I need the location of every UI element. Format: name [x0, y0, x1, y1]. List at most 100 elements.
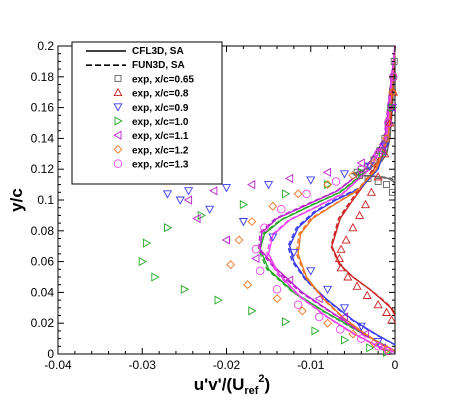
data-point	[272, 285, 282, 294]
data-point	[348, 329, 358, 339]
data-point	[369, 338, 379, 348]
data-point	[373, 342, 383, 351]
legend-label: FUN3D, SA	[132, 60, 185, 71]
x-tick-label: -0.04	[44, 358, 72, 372]
legend-label: exp, x/c=0.65	[132, 74, 194, 85]
data-point	[348, 222, 358, 232]
data-point	[382, 307, 392, 316]
data-point	[180, 284, 190, 294]
data-point	[302, 189, 311, 199]
data-point	[142, 238, 152, 248]
data-point	[339, 170, 350, 179]
data-point	[366, 343, 375, 353]
data-point	[264, 181, 274, 190]
series-line	[330, 45, 396, 315]
data-point	[387, 103, 396, 113]
data-point	[297, 306, 307, 316]
data-point	[378, 149, 388, 159]
data-point	[164, 223, 173, 233]
x-tick-label: -0.03	[129, 358, 157, 372]
legend-marker	[113, 144, 123, 154]
data-point	[234, 235, 244, 245]
data-point	[314, 294, 323, 304]
data-point	[331, 177, 341, 186]
y-tick-label: 0.16	[31, 101, 55, 115]
x-tick-label: -0.02	[213, 358, 241, 372]
y-tick-label: 0.08	[31, 224, 55, 238]
data-point	[281, 317, 291, 327]
legend-label: exp, x/c=1.0	[132, 117, 189, 128]
legend-marker	[114, 74, 122, 82]
legend-label: exp, x/c=1.3	[132, 160, 189, 171]
y-axis-title: y/c	[7, 188, 26, 212]
data-point	[357, 334, 366, 343]
data-point	[293, 189, 303, 199]
legend-label: CFL3D, SA	[132, 46, 184, 57]
data-point	[335, 325, 345, 334]
series-line	[266, 45, 396, 354]
data-point	[281, 189, 291, 199]
x-axis-title-sup: 2	[258, 373, 264, 385]
data-point	[255, 266, 265, 276]
data-point	[314, 312, 324, 322]
data-point	[357, 167, 367, 177]
data-point	[381, 134, 389, 142]
data-point	[356, 158, 365, 168]
data-point	[369, 158, 379, 168]
y-tick-label: 0.12	[31, 162, 55, 176]
y-tick-label: 0.02	[31, 316, 55, 330]
y-tick-label: 0.18	[31, 70, 55, 84]
data-point	[360, 199, 371, 209]
data-point	[360, 329, 370, 339]
data-point	[366, 187, 376, 196]
data-point	[362, 290, 372, 299]
legend-label: exp, x/c=1.2	[132, 145, 189, 156]
data-point	[340, 335, 350, 345]
data-point	[339, 304, 350, 313]
legend-marker	[113, 159, 123, 168]
legend: CFL3D, SA FUN3D, SA exp, x/c=0.65 exp, x/c=…	[71, 41, 223, 185]
series-line	[288, 45, 396, 346]
data-point	[390, 57, 398, 65]
axes-layer: -0.04 -0.03 -0.02 -0.01 0 0 0.02 0.04 0.06 0.08 0.…	[31, 39, 399, 372]
data-point	[323, 318, 333, 328]
data-point	[205, 205, 215, 214]
data-point	[336, 244, 346, 253]
data-point	[272, 294, 282, 304]
data-point	[323, 285, 333, 295]
data-point	[209, 186, 218, 196]
data-point	[214, 295, 223, 305]
data-point	[238, 218, 248, 227]
data-point	[339, 312, 348, 322]
data-point	[289, 248, 299, 258]
data-point	[383, 181, 391, 189]
data-point	[334, 253, 344, 263]
data-point	[248, 306, 257, 316]
scatter-layer	[138, 57, 398, 358]
y-tick-label: 0.06	[31, 255, 55, 269]
data-point	[192, 213, 201, 224]
data-point	[138, 257, 148, 267]
y-tick-label: 0.04	[31, 285, 55, 299]
data-point	[226, 260, 236, 270]
data-point	[336, 263, 346, 272]
data-point	[343, 272, 353, 281]
data-point	[243, 280, 253, 290]
data-point	[221, 235, 230, 245]
data-point	[389, 188, 396, 196]
data-point	[260, 223, 269, 232]
legend-marker	[113, 103, 123, 112]
data-point	[352, 281, 362, 290]
data-point	[373, 149, 383, 159]
data-point	[311, 326, 320, 336]
data-point	[348, 170, 358, 180]
data-point	[323, 180, 333, 190]
x-axis-title: u'v'/(Uref2)	[194, 373, 270, 397]
data-point	[357, 164, 366, 174]
y-tick-label: 0	[47, 347, 54, 361]
data-point	[175, 196, 185, 205]
legend-marker	[113, 130, 122, 140]
data-point	[341, 235, 351, 244]
data-point	[355, 210, 365, 219]
legend-marker	[114, 116, 123, 126]
